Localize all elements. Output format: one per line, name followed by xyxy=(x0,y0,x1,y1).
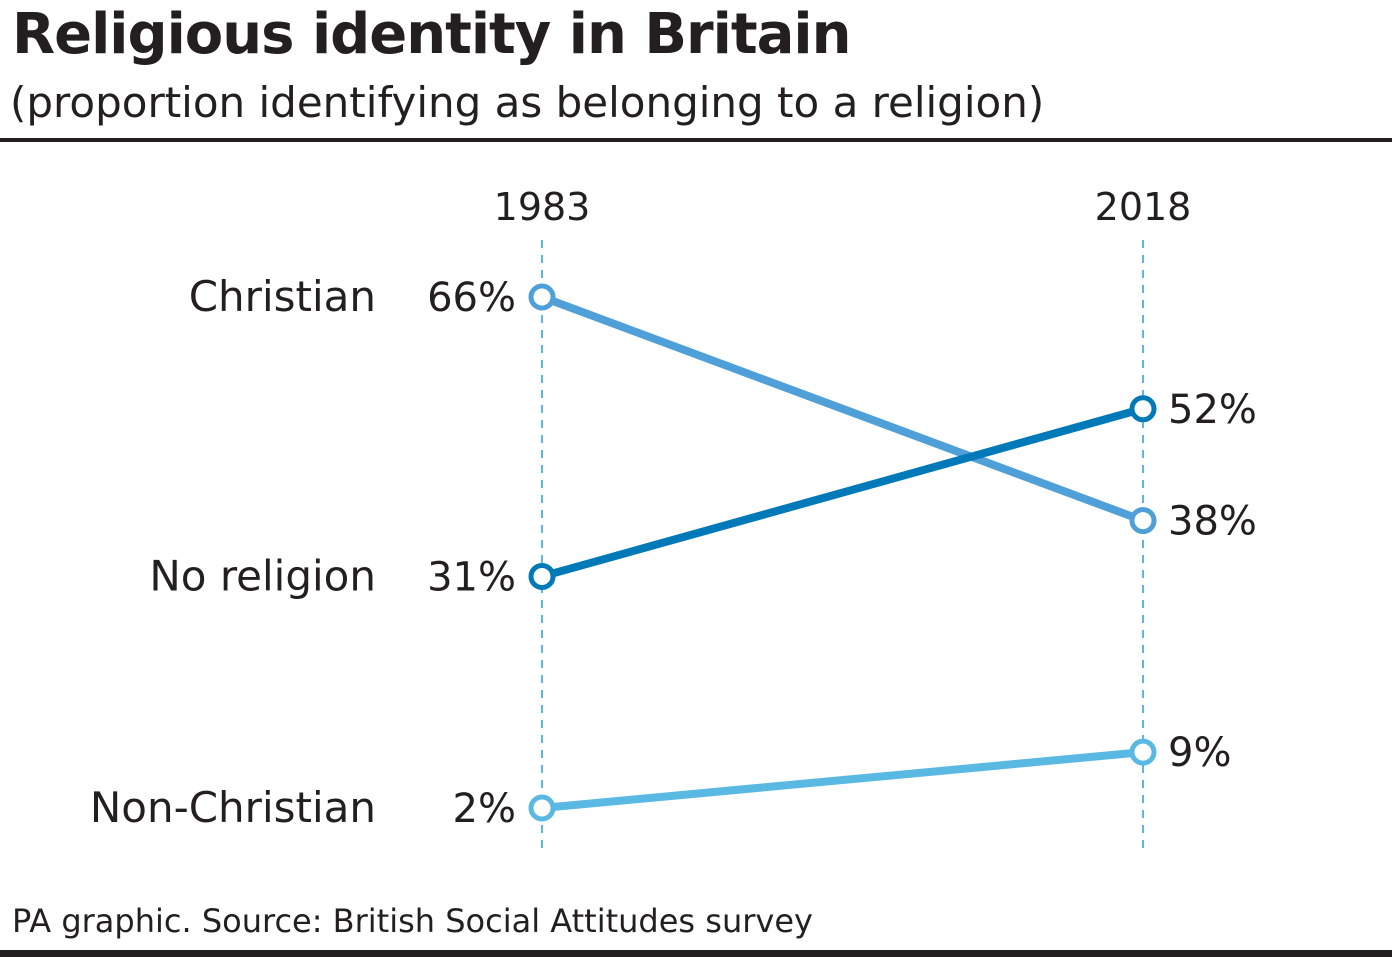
category-label-non-christian: Non-Christian xyxy=(90,783,376,832)
value-label-no-religion-2018: 52% xyxy=(1168,387,1257,433)
bottom-divider xyxy=(0,950,1392,957)
marker-christian-2018 xyxy=(1129,507,1157,535)
series-line-no-religion xyxy=(538,404,1147,581)
chart-subtitle: (proportion identifying as belonging to … xyxy=(10,78,1045,127)
year-label-2018: 2018 xyxy=(1095,185,1192,229)
category-label-christian: Christian xyxy=(189,272,376,321)
value-label-christian-1983: 66% xyxy=(427,275,516,321)
series-line-christian xyxy=(538,293,1147,525)
value-label-non-christian-2018: 9% xyxy=(1168,730,1231,776)
chart-title: Religious identity in Britain xyxy=(12,2,851,67)
marker-no-religion-2018 xyxy=(1129,395,1157,423)
year-label-1983: 1983 xyxy=(494,185,591,229)
top-divider xyxy=(0,138,1392,142)
series-line-non-christian xyxy=(538,748,1147,812)
marker-non-christian-2018 xyxy=(1129,738,1157,766)
marker-no-religion-1983 xyxy=(528,562,556,590)
marker-christian-1983 xyxy=(528,283,556,311)
category-label-no-religion: No religion xyxy=(149,551,376,600)
value-label-no-religion-1983: 31% xyxy=(427,554,516,600)
value-label-non-christian-1983: 2% xyxy=(453,786,516,832)
value-label-christian-2018: 38% xyxy=(1168,499,1257,545)
source-note: PA graphic. Source: British Social Attit… xyxy=(12,902,813,940)
marker-non-christian-1983 xyxy=(528,794,556,822)
